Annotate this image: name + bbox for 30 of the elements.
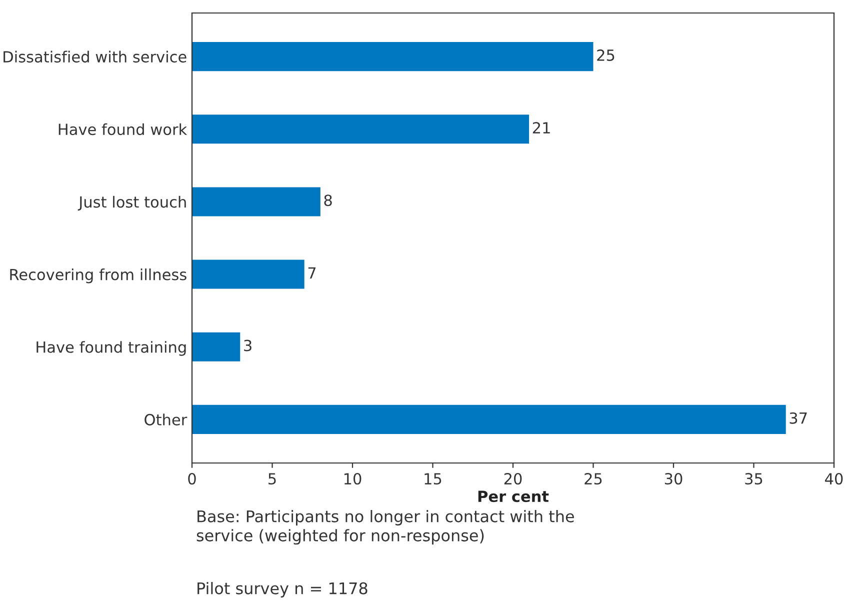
x-tick-label: 15 [424,473,442,485]
x-tick-label: 35 [745,472,762,485]
x-axis-title: Per cent [478,490,549,502]
x-tick-label: 5 [268,473,276,485]
x-tick-label: 20 [504,472,522,485]
y-tick-label: Dissatisfied with service [4,50,186,63]
data-label: 37 [790,412,807,424]
data-label: 21 [532,122,550,134]
data-label: 25 [597,49,614,61]
text: Base: Participants no longer in contact with the service (weighted for non-response) [196,510,574,545]
x-tick-label: 25 [584,472,602,485]
bar [192,404,786,434]
y-tick-label: Have found training [36,341,186,356]
y-tick-label: Have found work [58,123,188,136]
x-tick-label: 40 [825,472,843,485]
y-tick-label: Recovering from illness [10,268,186,284]
x-tick-label: 0 [188,472,196,485]
x-tick-label: 10 [344,472,362,485]
data-label: 3 [244,340,252,352]
bar [192,42,594,72]
x-tick-label: 30 [664,472,682,485]
data-label: 7 [308,267,316,279]
text: Pilot survey n = 1178 [198,582,368,598]
bar [192,187,320,216]
y-tick-label: Just lost touch [78,196,186,211]
y-tick-label: Other [144,414,188,426]
data-label: 8 [324,194,332,206]
bar [192,114,530,144]
bar [192,332,240,362]
bar [192,260,304,289]
